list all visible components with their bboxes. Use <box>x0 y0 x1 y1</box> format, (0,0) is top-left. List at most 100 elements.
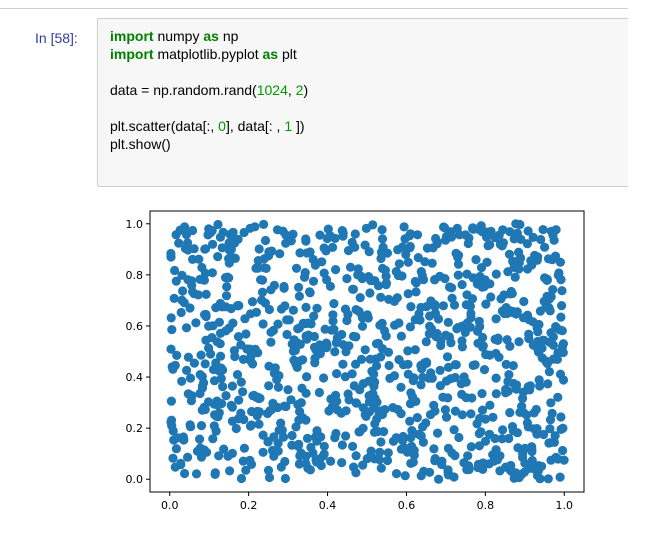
scatter-point <box>340 304 351 314</box>
scatter-point <box>429 444 439 454</box>
scatter-point <box>443 443 453 453</box>
code-line: data = np.random.rand(1024, 2) <box>110 81 308 99</box>
scatter-point <box>212 337 222 347</box>
scatter-point <box>326 456 336 466</box>
scatter-point <box>542 358 552 369</box>
scatter-point <box>177 376 187 386</box>
scatter-point <box>503 267 513 277</box>
scatter-point <box>440 405 450 415</box>
scatter-point <box>373 426 383 437</box>
scatter-point <box>385 373 395 383</box>
input-prompt: In [58]: <box>35 30 78 46</box>
scatter-point <box>301 388 311 398</box>
y-tick-label: 0.2 <box>126 422 144 435</box>
y-tick-label: 0.6 <box>126 320 144 333</box>
scatter-point <box>350 229 360 239</box>
scatter-point <box>188 287 198 297</box>
scatter-point <box>383 448 393 458</box>
scatter-point <box>301 236 311 246</box>
scatter-point <box>545 415 556 425</box>
scatter-point <box>548 332 558 342</box>
scatter-point <box>181 323 192 333</box>
scatter-point <box>258 447 268 457</box>
scatter-point <box>171 444 181 454</box>
scatter-point <box>412 230 423 240</box>
scatter-point <box>518 393 528 403</box>
scatter-point <box>337 458 347 468</box>
scatter-point <box>556 412 566 422</box>
scatter-point <box>305 465 315 475</box>
scatter-point <box>450 372 460 383</box>
scatter-point <box>543 474 553 484</box>
scatter-point <box>201 289 211 299</box>
scatter-point <box>301 302 311 312</box>
scatter-point <box>539 429 549 440</box>
scatter-point <box>516 253 526 263</box>
scatter-point <box>416 380 426 390</box>
scatter-point <box>330 233 340 243</box>
scatter-point <box>282 315 292 325</box>
scatter-point <box>497 241 507 251</box>
scatter-point <box>260 235 271 246</box>
scatter-point <box>434 474 444 484</box>
scatter-point <box>407 426 417 436</box>
code-editor[interactable]: import numpy as np import matplotlib.pypl… <box>110 27 308 153</box>
scatter-point <box>544 367 554 377</box>
scatter-point <box>166 396 176 406</box>
code-token: matplotlib.pyplot <box>153 46 263 62</box>
code-cell[interactable]: import numpy as np import matplotlib.pypl… <box>97 18 628 187</box>
scatter-point <box>257 287 268 297</box>
scatter-point <box>202 447 212 457</box>
scatter-point <box>221 391 231 401</box>
scatter-point <box>377 234 388 244</box>
scatter-point <box>555 472 565 482</box>
scatter-point <box>378 263 388 274</box>
scatter-point <box>328 310 338 320</box>
scatter-point <box>444 332 455 342</box>
scatter-point <box>512 428 522 438</box>
code-token: ) <box>303 82 309 98</box>
code-line: plt.show() <box>110 135 308 153</box>
scatter-point <box>286 395 296 405</box>
scatter-point <box>355 293 365 303</box>
scatter-point <box>328 242 338 252</box>
scatter-point <box>372 414 382 424</box>
scatter-point <box>558 445 568 456</box>
scatter-point <box>218 382 228 392</box>
scatter-point <box>540 273 550 283</box>
scatter-point <box>342 274 352 284</box>
scatter-point <box>443 470 453 480</box>
scatter-point <box>408 457 418 467</box>
scatter-point <box>511 309 521 319</box>
scatter-point <box>389 296 399 306</box>
scatter-point <box>504 433 514 444</box>
code-token: plt.show() <box>110 136 171 152</box>
scatter-point <box>166 344 176 354</box>
scatter-point <box>537 343 547 353</box>
scatter-point <box>519 296 529 307</box>
scatter-point <box>233 234 243 244</box>
scatter-point <box>559 455 569 465</box>
scatter-point <box>425 410 436 420</box>
x-tick-label: 0.8 <box>477 499 495 512</box>
scatter-point <box>509 234 519 244</box>
scatter-point <box>319 268 329 278</box>
code-token: 2 <box>295 82 304 98</box>
scatter-point <box>394 259 404 269</box>
scatter-point <box>526 256 536 266</box>
scatter-point <box>498 425 508 435</box>
scatter-point <box>435 365 445 375</box>
scatter-point <box>308 276 319 286</box>
scatter-point <box>348 441 358 451</box>
scatter-point <box>398 435 408 446</box>
scatter-point <box>315 230 325 240</box>
scatter-point <box>409 445 419 455</box>
scatter-point <box>376 247 387 257</box>
scatter-point <box>168 453 178 463</box>
scatter-point <box>227 448 237 458</box>
scatter-point <box>400 471 410 481</box>
scatter-point <box>376 352 386 362</box>
scatter-point <box>212 400 222 410</box>
scatter-point <box>377 225 387 235</box>
scatter-point <box>259 219 269 229</box>
